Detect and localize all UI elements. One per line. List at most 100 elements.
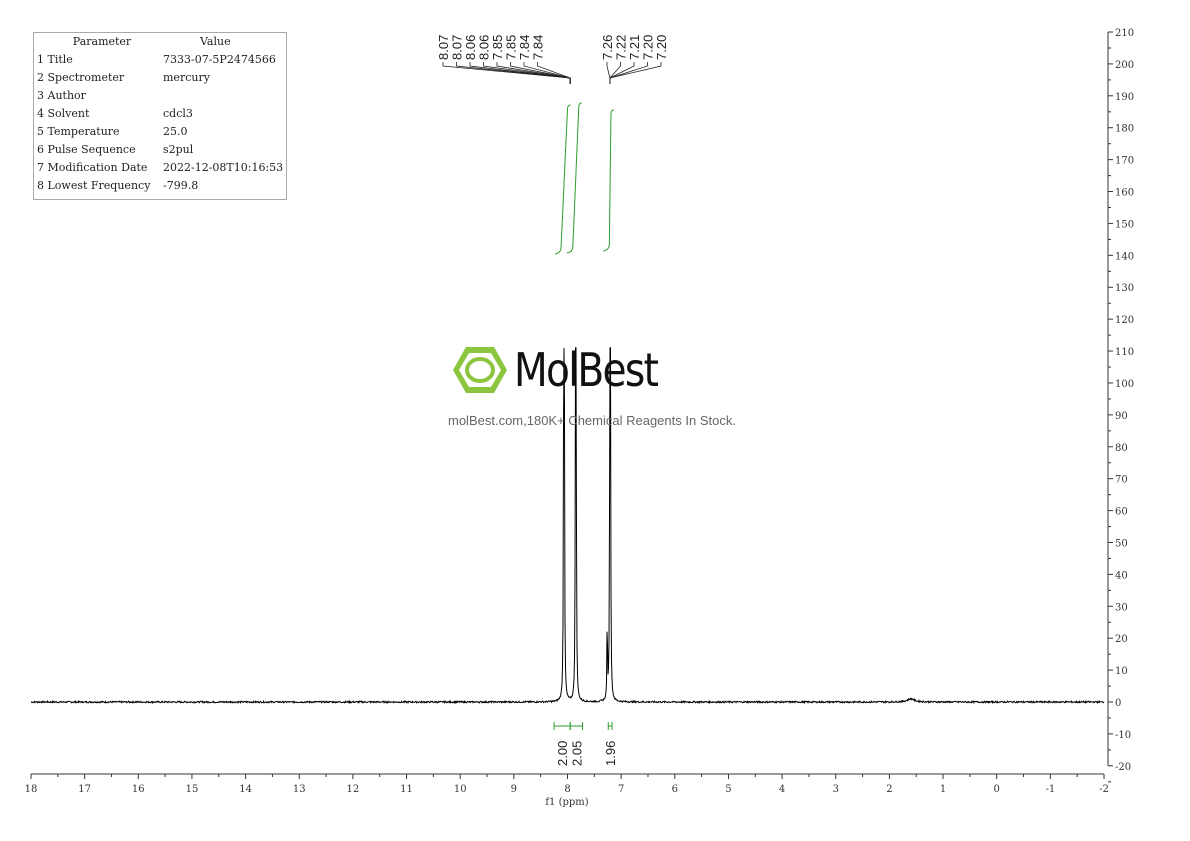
peak-label: 7.20 [654,35,669,60]
parameter-value: 7333-07-5P2474566 [163,53,276,66]
y-tick-label: 200 [1115,60,1134,71]
y-tick-label: 60 [1115,507,1128,518]
peak-label: 7.84 [531,35,546,60]
x-tick-label: 7 [618,784,624,795]
parameter-table-header: Parameter Value [34,33,286,51]
integral-curve [603,109,614,252]
parameter-row: 8 Lowest Frequency -799.8 [34,177,286,195]
benzene-logo-icon [453,347,507,393]
peak-label-leader [606,62,611,84]
parameter-row: 5 Temperature 25.0 [34,123,286,141]
peak-label: 7.85 [504,35,519,60]
parameter-key: 4 Solvent [37,107,90,120]
peak-label-leader [609,62,662,84]
x-tick-label: 1 [940,784,946,795]
header-value: Value [200,35,231,48]
y-tick-label: 170 [1115,156,1134,167]
parameter-key: 2 Spectrometer [37,71,125,84]
x-tick-label: 12 [347,784,360,795]
y-tick-label: -20 [1115,762,1131,773]
peak-label: 8.07 [450,35,465,60]
parameter-value: -799.8 [163,179,199,192]
parameter-value: s2pul [163,143,194,156]
y-tick-label: 70 [1115,475,1128,486]
y-tick-label: 20 [1115,634,1128,645]
logo-text: MolBest [514,343,659,397]
x-tick-label: 15 [186,784,199,795]
y-tick-label: 30 [1115,602,1128,613]
peak-label: 7.21 [627,35,642,60]
y-tick-label: 90 [1115,411,1128,422]
x-tick-label: 3 [833,784,839,795]
integral-curve [554,104,571,255]
y-tick-label: 180 [1115,124,1134,135]
parameter-value: 2022-12-08T10:16:53 [163,161,284,174]
parameter-key: 5 Temperature [37,125,120,138]
x-tick-label: 2 [886,784,892,795]
x-tick-label: 18 [25,784,38,795]
y-tick-label: 10 [1115,666,1128,677]
parameter-key: 6 Pulse Sequence [37,143,136,156]
x-tick-label: 17 [78,784,91,795]
x-tick-label: 5 [725,784,731,795]
x-tick-label: 9 [511,784,517,795]
y-tick-label: 40 [1115,570,1128,581]
y-tick-label: 110 [1115,347,1134,358]
parameter-row: 3 Author [34,87,286,105]
parameter-value: 25.0 [163,125,188,138]
integral-curve [566,102,582,254]
integral-value: 1.96 [603,741,618,766]
integral-bar [607,722,613,730]
parameter-key: 1 Title [37,53,73,66]
peak-label: 8.06 [477,35,492,60]
parameter-row: 6 Pulse Sequence s2pul [34,141,286,159]
x-tick-label: 11 [400,784,413,795]
parameter-table: Parameter Value 1 Title 7333-07-5P2474566… [33,32,287,200]
y-tick-label: 80 [1115,443,1128,454]
y-tick-label: 150 [1115,219,1134,230]
parameter-value: mercury [163,71,210,84]
y-tick-label: 50 [1115,538,1128,549]
parameter-key: 3 Author [37,89,86,102]
parameter-row: 7 Modification Date 2022-12-08T10:16:53 [34,159,286,177]
x-tick-label: -2 [1099,784,1109,795]
peak-label: 8.07 [436,35,451,60]
peak-label-leader [537,62,571,84]
peak-label: 7.85 [490,35,505,60]
watermark-text: molBest.com,180K+ Chemical Reagents In S… [448,413,736,428]
parameter-row: 4 Solvent cdcl3 [34,105,286,123]
y-tick-label: 0 [1115,698,1121,709]
header-parameter: Parameter [72,35,132,48]
y-tick-label: 120 [1115,315,1134,326]
parameter-key: 7 Modification Date [37,161,148,174]
x-tick-label: 16 [132,784,145,795]
x-tick-label: 0 [994,784,1000,795]
peak-label-leader [609,62,621,84]
x-tick-label: 8 [564,784,570,795]
x-tick-label: 4 [779,784,785,795]
integral-value: 2.00 [555,741,570,766]
peak-label: 8.06 [463,35,478,60]
parameter-key: 8 Lowest Frequency [37,179,151,192]
x-tick-label: 6 [672,784,678,795]
peak-label: 7.26 [600,35,615,60]
x-tick-label: 14 [239,784,252,795]
integral-bar [569,722,584,730]
integral-bar [553,722,571,730]
integral-value: 2.05 [569,741,584,766]
parameter-row: 2 Spectrometer mercury [34,69,286,87]
x-tick-label: 10 [454,784,467,795]
parameter-value: cdcl3 [163,107,193,120]
spectrum-line [30,347,1105,705]
y-tick-label: 190 [1115,92,1134,103]
molbest-logo: MolBest [452,343,682,397]
x-tick-label: -1 [1045,784,1055,795]
y-tick-label: 100 [1115,379,1134,390]
y-tick-label: 140 [1115,251,1134,262]
y-tick-label: 130 [1115,283,1134,294]
peak-label-leader [609,62,648,84]
y-tick-label: -10 [1115,730,1131,741]
peak-label: 7.22 [614,35,629,60]
peak-label: 7.84 [517,35,532,60]
